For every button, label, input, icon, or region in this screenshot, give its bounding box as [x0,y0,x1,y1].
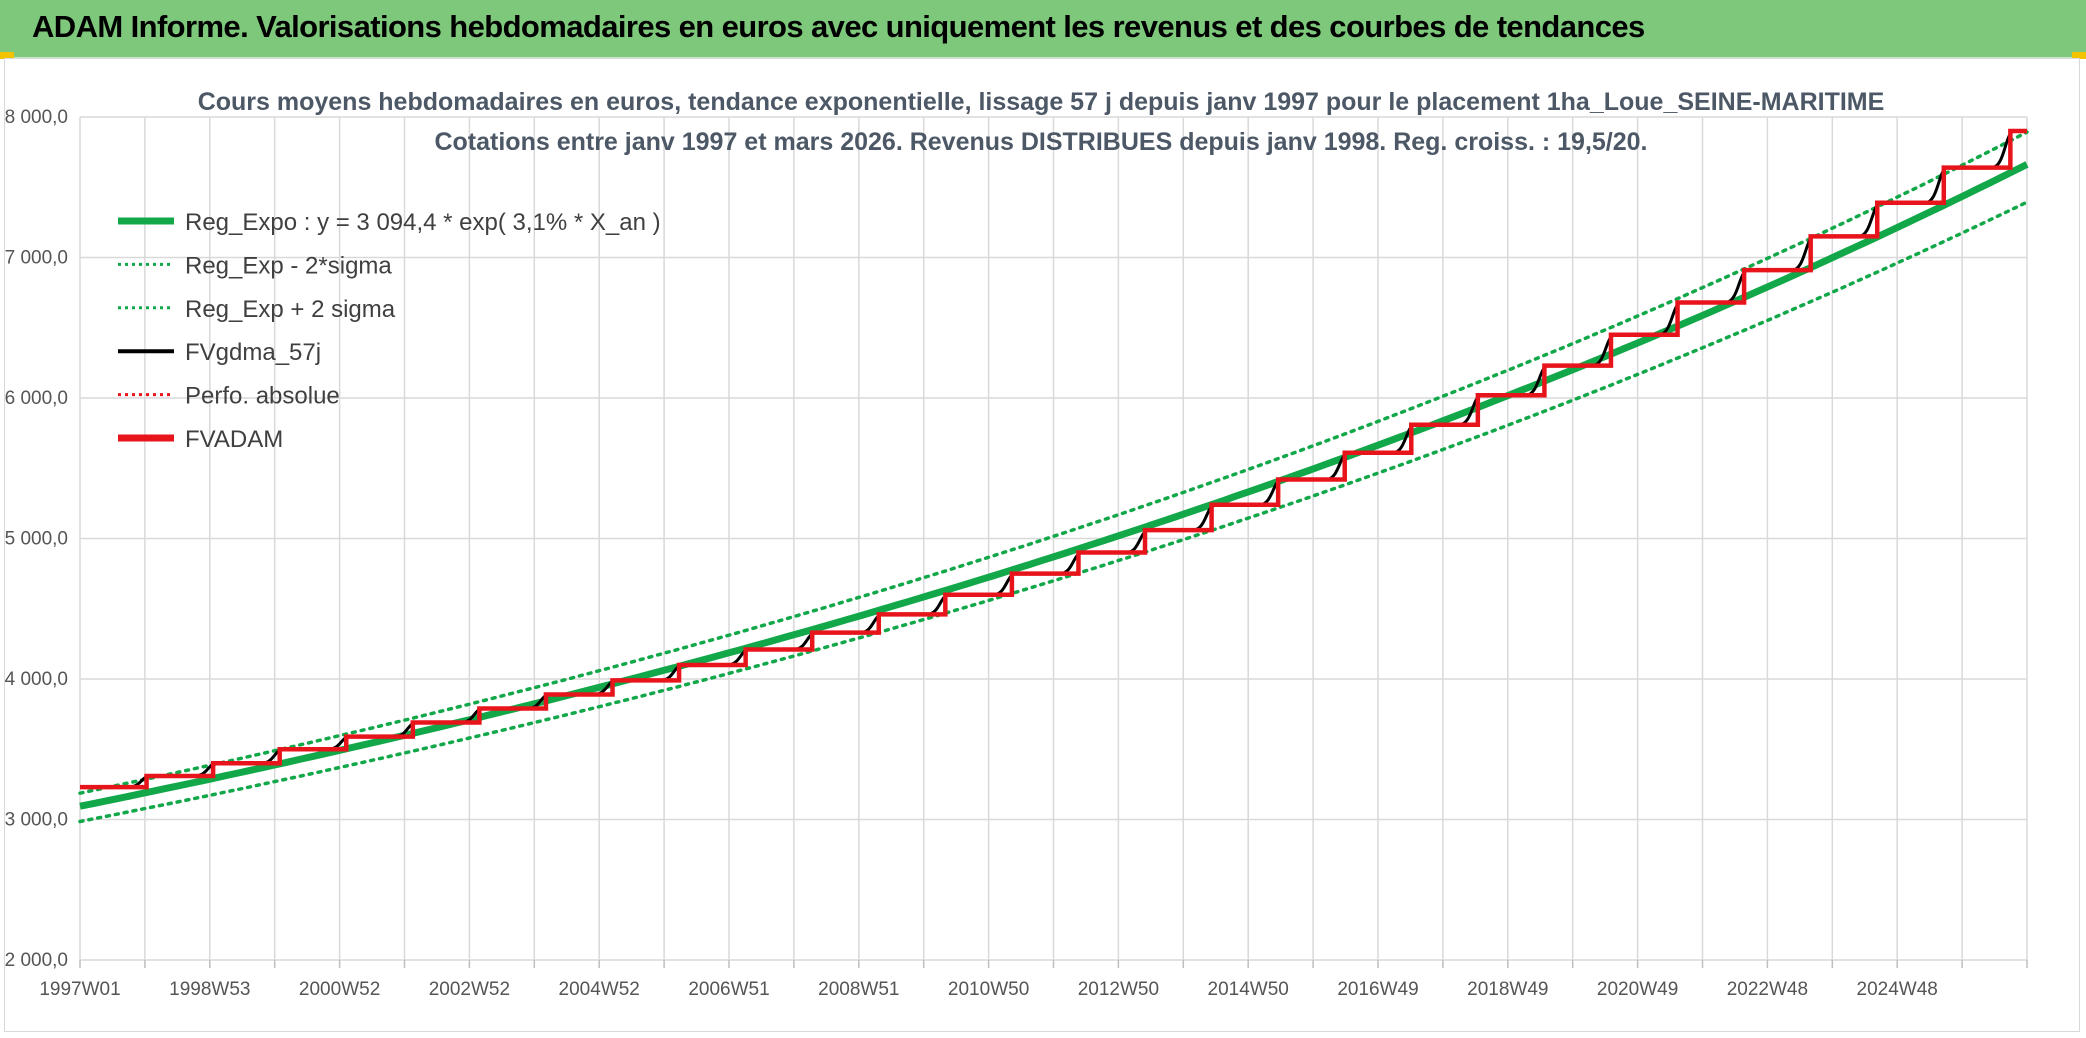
legend-label: Reg_Exp + 2 sigma [185,296,396,323]
x-tick-label: 2016W49 [1337,979,1418,1000]
x-tick-label: 2004W52 [559,979,640,1000]
legend-label: Perfo. absolue [185,383,340,410]
report-title: ADAM Informe. Valorisations hebdomadaire… [32,9,1645,44]
legend-label: FVADAM [185,426,283,453]
y-tick-label: 3 000,0 [5,810,68,831]
corner-marker-right [2072,52,2086,59]
y-axis-ticks: 2 000,0 3 000,0 4 000,0 5 000,0 6 000,0 7 000… [5,107,68,971]
x-tick-label: 2020W49 [1597,979,1678,1000]
x-tick-label: 2010W50 [948,979,1029,1000]
x-tick-label: 2008W51 [818,979,899,1000]
x-tick-label: 1997W01 [39,979,120,1000]
y-tick-label: 4 000,0 [5,669,68,690]
y-tick-label: 7 000,0 [5,248,68,269]
x-tick-label: 2018W49 [1467,979,1548,1000]
chart-legend: Reg_Expo : y = 3 094,4 * exp( 3,1% * X_a… [118,209,661,453]
series-reg-plus-2sigma [78,130,2029,795]
y-tick-label: 2 000,0 [5,950,68,971]
legend-label: FVgdma_57j [185,339,321,366]
x-tick-label: 2000W52 [299,979,380,1000]
chart-frame [4,58,2080,1032]
x-tick-label: 2014W50 [1208,979,1289,1000]
y-tick-label: 6 000,0 [5,388,68,409]
legend-label: Reg_Exp - 2*sigma [185,252,392,279]
x-axis-ticks: 1997W01 1998W53 2000W52 2002W52 2004W52 2006W… [39,979,1938,1000]
grid-lines [79,116,2028,968]
x-tick-label: 1998W53 [169,979,250,1000]
chart-title: Cours moyens hebdomadaires en euros, ten… [198,88,1885,116]
x-tick-label: 2006W51 [688,979,769,1000]
x-tick-label: 2002W52 [429,979,510,1000]
legend-label: Reg_Expo : y = 3 094,4 * exp( 3,1% * X_a… [185,209,661,236]
series-fvadam [80,128,2027,790]
y-tick-label: 5 000,0 [5,529,68,550]
x-tick-label: 2022W48 [1727,979,1808,1000]
x-tick-label: 2012W50 [1078,979,1159,1000]
chart-subtitle: Cotations entre janv 1997 et mars 2026. … [434,128,1647,156]
series-layer [78,128,2029,824]
corner-marker-left [0,52,14,59]
report-banner: ADAM Informe. Valorisations hebdomadaire… [0,0,2086,58]
y-tick-label: 8 000,0 [5,107,68,128]
x-tick-label: 2024W48 [1857,979,1938,1000]
series-reg-minus-2sigma [78,200,2029,824]
